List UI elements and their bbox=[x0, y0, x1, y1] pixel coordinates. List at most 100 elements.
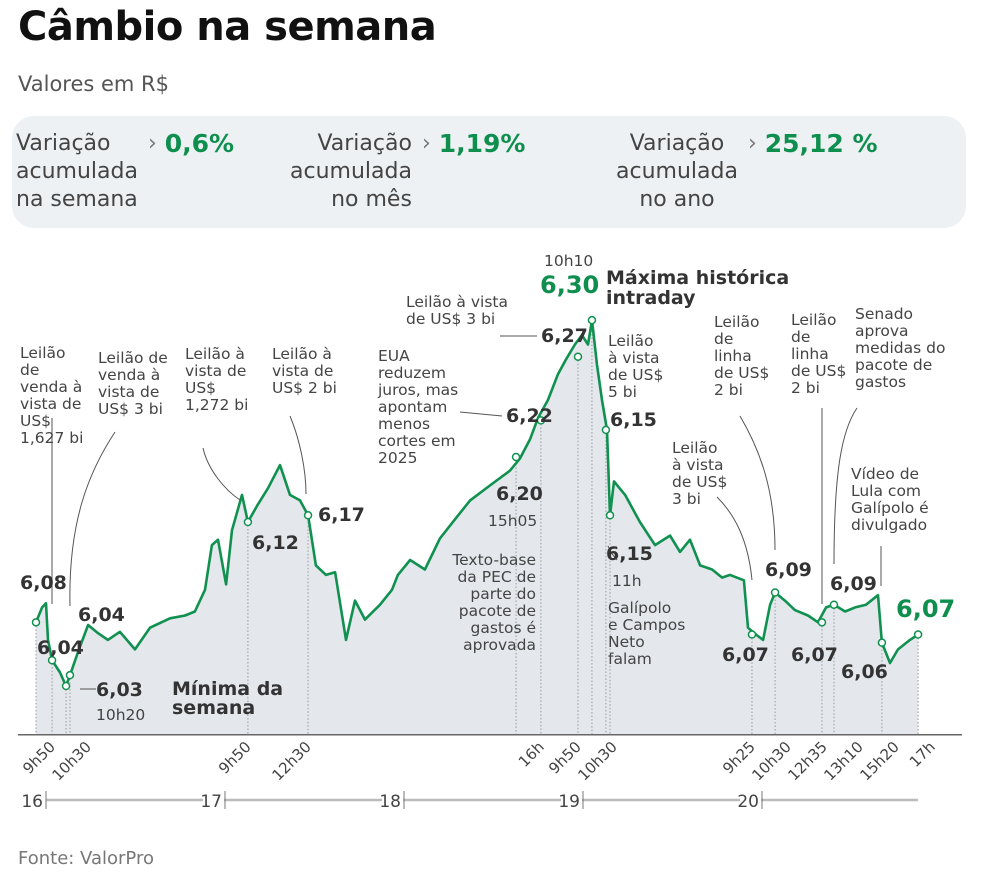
data-point-marker bbox=[47, 656, 57, 665]
data-label: 6,06 bbox=[841, 661, 888, 683]
chevron-right-icon: › bbox=[747, 131, 757, 156]
data-point-marker bbox=[61, 681, 71, 691]
day-label-bg bbox=[382, 789, 403, 811]
arrow bbox=[739, 415, 776, 551]
data-label: 6,17 bbox=[318, 504, 365, 526]
annotation: Leilão de linha de US$ 2 bi bbox=[791, 311, 847, 397]
time-tick-label: 10h30 bbox=[748, 738, 794, 784]
data-point-marker bbox=[573, 352, 583, 361]
summary-value: 25,12 % bbox=[764, 129, 878, 158]
arrow bbox=[607, 545, 618, 561]
arrow bbox=[716, 496, 753, 581]
annotation: Leilão à vista de US$ 5 bi bbox=[608, 332, 664, 401]
data-point-marker bbox=[817, 618, 827, 627]
time-tick-label: 17h bbox=[906, 738, 939, 771]
data-point-marker bbox=[511, 452, 521, 462]
data-label: 6,07 bbox=[791, 644, 838, 666]
arrow bbox=[459, 411, 503, 417]
day-label-bg bbox=[203, 789, 224, 811]
summary-label: Variação acumulada na semana bbox=[16, 131, 138, 212]
time-tick-label: 10h30 bbox=[48, 738, 94, 784]
data-label: 6,15 bbox=[610, 409, 657, 431]
summary-value: 1,19% bbox=[438, 129, 526, 158]
summary-panel: Variação acumulada na semana › 0,6% Vari… bbox=[12, 116, 966, 228]
data-point-marker bbox=[587, 315, 597, 325]
day-label: 20 bbox=[737, 792, 759, 812]
arrow bbox=[833, 407, 858, 565]
annotation: Galípolo e Campos Neto falam bbox=[608, 599, 686, 668]
annotation-arrows bbox=[51, 335, 882, 690]
time-tick-label: 9h50 bbox=[215, 738, 255, 778]
day-label-bg bbox=[24, 789, 45, 811]
data-point-marker bbox=[770, 588, 780, 597]
data-point-marker bbox=[877, 638, 887, 647]
chevron-right-icon: › bbox=[421, 131, 431, 156]
data-point-marker bbox=[605, 511, 615, 520]
time-tick-label: 16h bbox=[515, 738, 548, 771]
summary-year: Variação acumulada no ano › 25,12 % bbox=[616, 130, 878, 214]
time-label: 15h05 bbox=[488, 512, 538, 530]
day-label: 18 bbox=[379, 792, 401, 812]
time-label: 10h10 bbox=[544, 252, 594, 270]
data-label: 6,09 bbox=[765, 559, 812, 581]
annotation: Leilão à vista de US$ 3 bi bbox=[406, 293, 508, 328]
annotation: Leilão de linha de US$ 2 bi bbox=[714, 313, 770, 399]
annotation: Leilão à vista de US$ 1,272 bi bbox=[185, 345, 249, 414]
time-label: 10h20 bbox=[96, 706, 146, 724]
data-label: 6,07 bbox=[722, 644, 769, 666]
time-tick-label: 15h20 bbox=[856, 738, 902, 784]
annotation: Texto-base da PEC de parte do pacote de … bbox=[452, 551, 536, 654]
data-point-marker bbox=[243, 517, 253, 527]
data-point-marker bbox=[303, 511, 313, 520]
data-point-marker bbox=[31, 618, 41, 627]
summary-week: Variação acumulada na semana › 0,6% bbox=[16, 130, 234, 214]
time-tick-label: 12h30 bbox=[268, 738, 314, 784]
data-point-marker bbox=[65, 670, 75, 680]
annotation: Vídeo de Lula com Galípolo é divulgado bbox=[851, 465, 929, 534]
time-tick-label: 10h30 bbox=[574, 738, 620, 784]
time-label: 11h bbox=[612, 572, 642, 590]
annotation: EUA reduzem juros, mas apontam menos cor… bbox=[378, 347, 459, 467]
maximum-label: Máxima histórica intraday bbox=[606, 267, 790, 309]
annotation: Leilão à vista de US$ 2 bi bbox=[272, 345, 337, 397]
minimum-label: Mínima da semana bbox=[172, 678, 284, 719]
data-point-marker bbox=[747, 630, 757, 639]
data-label: 6,12 bbox=[252, 532, 299, 554]
data-point-marker bbox=[913, 630, 923, 639]
summary-month: Variação acumulada no mês › 1,19% bbox=[290, 130, 525, 214]
time-tick-label: 13h10 bbox=[820, 738, 866, 784]
area-fill bbox=[35, 320, 919, 735]
last-value-label: 6,07 bbox=[896, 595, 956, 623]
data-label: 6,08 bbox=[20, 572, 67, 594]
data-point-marker bbox=[829, 600, 839, 609]
data-label: 6,27 bbox=[541, 325, 588, 347]
data-label: 6,09 bbox=[830, 573, 877, 595]
arrow bbox=[202, 447, 241, 501]
max-value-label: 6,30 bbox=[540, 271, 600, 299]
data-label: 6,15 bbox=[606, 543, 653, 565]
annotation: Leilão de venda à vista de US$ 1,627 bi bbox=[20, 344, 84, 447]
data-label: 6,04 bbox=[37, 637, 84, 659]
data-label: 6,22 bbox=[506, 405, 553, 427]
chevron-right-icon: › bbox=[147, 131, 157, 156]
time-tick-label: 12h35 bbox=[784, 738, 830, 784]
annotation: Senado aprova medidas do pacote de gasto… bbox=[855, 305, 946, 391]
data-point-marker bbox=[601, 425, 611, 435]
data-label: 6,03 bbox=[96, 679, 143, 701]
data-point-marker bbox=[536, 416, 546, 425]
day-label: 19 bbox=[558, 792, 580, 812]
arrow bbox=[69, 431, 116, 607]
summary-value: 0,6% bbox=[164, 129, 235, 158]
data-label: 6,20 bbox=[496, 483, 543, 505]
page-title: Câmbio na semana bbox=[18, 4, 437, 50]
price-line bbox=[34, 318, 919, 688]
annotation: Leilão de venda à vista de US$ 3 bi bbox=[98, 349, 168, 418]
day-label-bg bbox=[740, 789, 761, 811]
source-note: Fonte: ValorPro bbox=[18, 848, 154, 869]
data-label: 6,04 bbox=[78, 604, 125, 626]
summary-label: Variação acumulada no mês bbox=[290, 131, 412, 212]
arrow bbox=[289, 415, 307, 495]
day-label-bg bbox=[561, 789, 582, 811]
summary-label: Variação acumulada no ano bbox=[616, 131, 738, 212]
